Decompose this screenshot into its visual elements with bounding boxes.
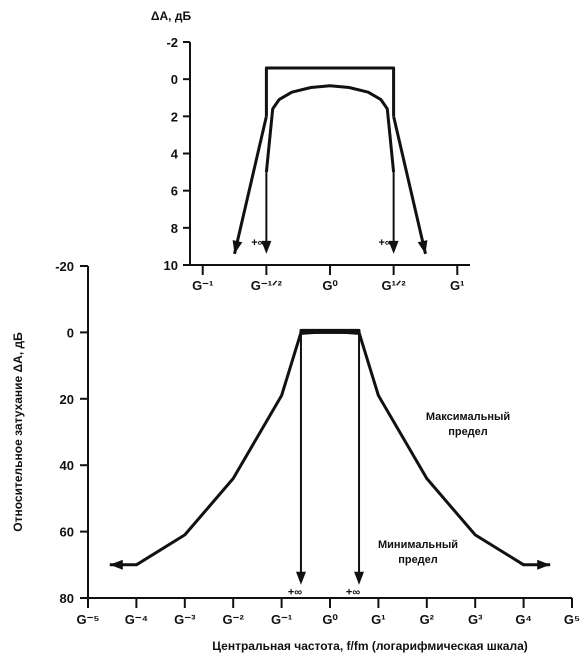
slope-arrowhead xyxy=(417,240,428,254)
series-line xyxy=(299,328,361,333)
x-axis-title: Центральная частота, f/fm (логарифмическ… xyxy=(212,639,528,653)
y-tick-label: 80 xyxy=(60,591,74,606)
inset-chart: -2 0 2 4 6 8 10 ΔA, дБ G⁻¹ G⁻¹ᐟ² G⁰ G¹ᐟ² G¹ +∞ +∞ xyxy=(151,9,470,293)
infinity-label: +∞ xyxy=(379,237,393,249)
y-tick-label: 0 xyxy=(67,325,74,340)
x-tick-label: G⁻⁴ xyxy=(125,612,148,627)
infinity-arrowhead xyxy=(388,240,399,254)
y-tick-label: 40 xyxy=(60,458,74,473)
x-tick-label: G³ xyxy=(468,612,483,627)
limit-annotation-line: Максимальный xyxy=(426,411,510,423)
x-tick-label: G¹ xyxy=(450,278,464,293)
y-tick-label: 0 xyxy=(171,72,178,87)
series-line xyxy=(264,84,396,173)
series-line xyxy=(109,330,551,567)
y-tick-label: 20 xyxy=(60,392,74,407)
y-tick-label: -20 xyxy=(55,259,74,274)
series-line xyxy=(264,66,396,117)
infinity-label: +∞ xyxy=(288,587,302,599)
x-tick-label: G¹ xyxy=(371,612,385,627)
limit-annotation-line: Минимальный xyxy=(378,539,458,551)
y-tick-label: 6 xyxy=(171,184,178,199)
x-tick-label: G⁻¹ xyxy=(271,612,292,627)
x-tick-label: G⁻¹ᐟ² xyxy=(251,278,283,293)
infinity-label: +∞ xyxy=(346,587,360,599)
infinity-arrowhead xyxy=(261,240,272,254)
x-tick-label: G⁰ xyxy=(322,612,338,627)
y-tick-label: 4 xyxy=(171,147,179,162)
y-tick-label: 60 xyxy=(60,525,74,540)
y-tick-label: -2 xyxy=(166,35,178,50)
x-tick-label: G¹ᐟ² xyxy=(381,278,406,293)
x-tick-label: G⁴ xyxy=(515,612,532,627)
x-tick-label: G⁰ xyxy=(322,278,338,293)
y-tick-label: 10 xyxy=(164,258,178,273)
infinity-label: +∞ xyxy=(251,237,265,249)
limit-annotation: Максимальный предел xyxy=(426,411,510,438)
series-line xyxy=(233,115,268,255)
curve-end-arrowhead xyxy=(537,559,551,570)
y-tick-label: 8 xyxy=(171,221,178,236)
limit-annotation-line: предел xyxy=(398,554,438,566)
main-chart: -20 0 20 40 60 80 Относительное затухание ΔA, … xyxy=(11,259,580,653)
series-line xyxy=(300,330,360,335)
x-tick-label: G⁻¹ xyxy=(192,278,213,293)
x-tick-label: G⁻² xyxy=(223,612,245,627)
x-tick-label: G⁻⁵ xyxy=(76,612,99,627)
limit-annotation-line: предел xyxy=(448,426,488,438)
infinity-arrowhead xyxy=(354,571,364,585)
infinity-arrowhead xyxy=(296,571,306,585)
y-axis-title: ΔA, дБ xyxy=(151,9,192,23)
series-line xyxy=(392,115,427,255)
x-tick-label: G² xyxy=(420,612,435,627)
x-tick-label: G⁻³ xyxy=(174,612,196,627)
y-axis-title: Относительное затухание ΔA, дБ xyxy=(11,332,25,532)
limit-annotation: Минимальный предел xyxy=(378,539,458,566)
slope-arrowhead xyxy=(232,240,243,254)
y-tick-label: 2 xyxy=(171,109,178,124)
curve-end-arrowhead xyxy=(109,559,123,570)
x-tick-label: G⁵ xyxy=(564,612,580,627)
